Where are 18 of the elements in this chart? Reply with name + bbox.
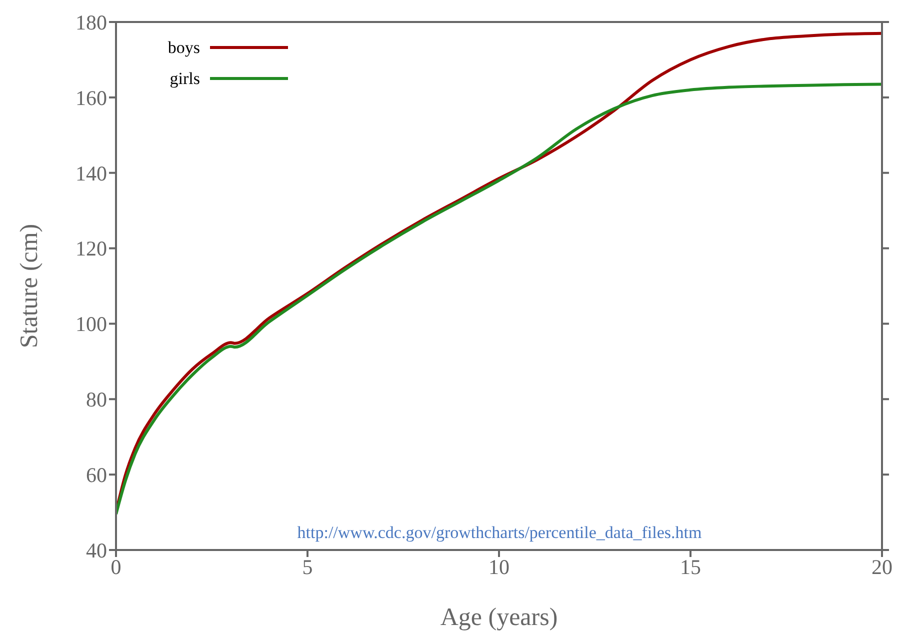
y-tick-label: 100 [76, 312, 107, 336]
y-tick-label: 140 [76, 161, 107, 186]
y-tick-label: 40 [86, 538, 107, 562]
y-tick-label: 120 [76, 236, 107, 261]
y-tick-label: 160 [76, 86, 107, 110]
x-tick-label: 15 [680, 554, 701, 579]
x-tick-label: 0 [110, 554, 122, 579]
annotation: http://www.cdc.gov/growthcharts/percentile_data_files.htm [296, 523, 703, 543]
x-tick-label: 10 [488, 554, 510, 579]
y-tick-label: 80 [86, 388, 107, 412]
x-axis-title: Age (years) [440, 604, 558, 631]
y-tick-label: 60 [86, 463, 107, 488]
legend-label: boys [166, 37, 200, 59]
x-tick-label: 5 [302, 554, 313, 579]
y-tick-label: 180 [76, 10, 107, 34]
x-tick-label: 20 [872, 554, 892, 579]
y-axis-title: Stature (cm) [16, 224, 43, 348]
legend-label: girls [168, 68, 200, 90]
